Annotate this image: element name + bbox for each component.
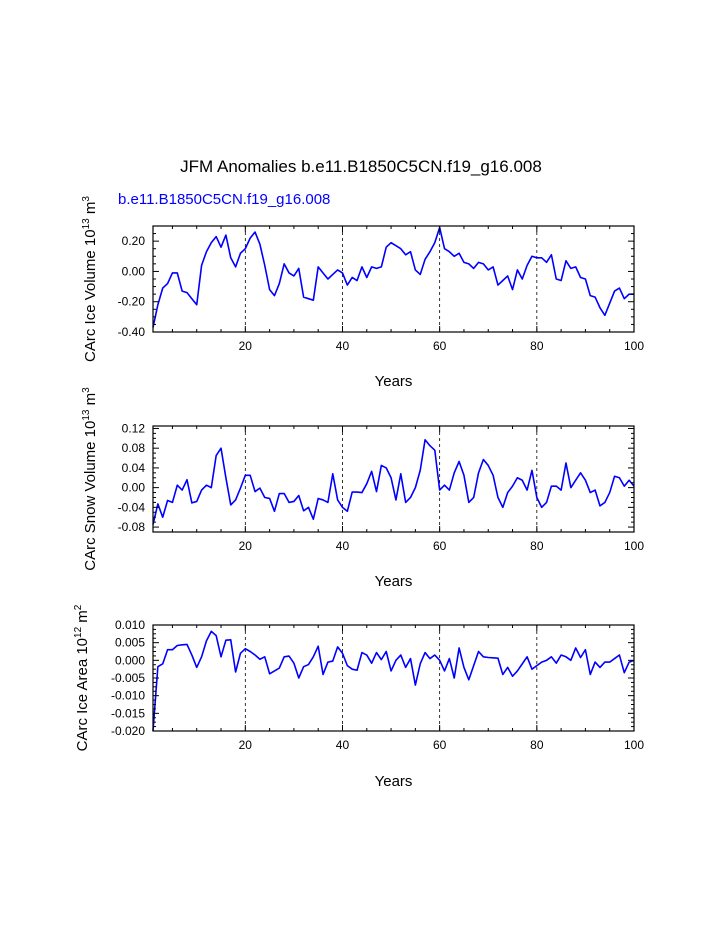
y-axis-label-unit: m (82, 202, 99, 219)
y-tick-label: 0.20 (122, 234, 146, 248)
series-line (152, 438, 635, 525)
x-axis-label: Years (375, 373, 413, 390)
y-tick-label: 0.010 (115, 618, 145, 632)
x-tick-label: 80 (530, 539, 544, 553)
x-tick-label: 20 (239, 339, 253, 353)
y-tick-label: 0.00 (122, 264, 146, 278)
x-tick-label: 80 (530, 738, 544, 752)
figure-title: JFM Anomalies b.e11.B1850C5CN.f19_g16.00… (180, 157, 542, 176)
x-tick-label: 60 (433, 339, 447, 353)
y-tick-label: -0.020 (111, 724, 145, 738)
y-axis-label-text: CArc Ice Area 10 (74, 638, 91, 751)
y-axis-label: CArc Ice Area 1012 m2 (73, 604, 91, 751)
y-tick-label: -0.04 (118, 500, 146, 514)
x-tick-label: 20 (239, 539, 253, 553)
y-axis-label-text: CArc Ice Volume 10 (82, 229, 99, 362)
y-tick-label: -0.005 (111, 671, 145, 685)
x-tick-label: 20 (239, 738, 253, 752)
x-tick-label: 60 (433, 539, 447, 553)
y-tick-label: 0.005 (115, 636, 145, 650)
x-tick-label: 100 (624, 539, 644, 553)
y-tick-label: 0.08 (122, 441, 146, 455)
x-tick-label: 100 (624, 339, 644, 353)
series-line (152, 226, 634, 328)
x-tick-label: 80 (530, 339, 544, 353)
y-tick-label: 0.04 (122, 461, 146, 475)
y-axis-label: CArc Snow Volume 1013 m3 (81, 387, 99, 571)
y-tick-label: 0.00 (122, 481, 146, 495)
y-axis-label-exponent: 13 (81, 218, 92, 230)
y-axis-label-unit: m (82, 393, 99, 410)
figure-subtitle: b.e11.B1850C5CN.f19_g16.008 (118, 191, 330, 208)
series-line (152, 630, 635, 732)
y-tick-label: -0.015 (111, 706, 145, 720)
y-axis-label-unit-exponent: 2 (73, 604, 84, 610)
x-tick-label: 60 (433, 738, 447, 752)
panel-ice-area: 20 40 60 80 100 -0.020 -0.015 -0.010 -0.005 0.000… (73, 604, 644, 790)
y-axis-label-exponent: 13 (81, 409, 92, 421)
y-axis-label-exponent: 12 (73, 626, 84, 638)
y-axis-label-text: CArc Snow Volume 10 (82, 421, 99, 571)
x-tick-label: 40 (336, 738, 350, 752)
y-axis-label-unit: m (74, 610, 91, 627)
x-tick-label: 40 (336, 339, 350, 353)
y-axis-label-unit-exponent: 3 (81, 196, 92, 202)
x-tick-label: 100 (624, 738, 644, 752)
y-tick-label: -0.40 (118, 325, 146, 339)
y-axis-label: CArc Ice Volume 1013 m3 (81, 196, 99, 362)
y-tick-label: 0.12 (122, 421, 146, 435)
y-tick-label: -0.010 (111, 689, 145, 703)
plot-frame (152, 425, 635, 533)
y-tick-label: 0.000 (115, 653, 145, 667)
x-axis-label: Years (375, 573, 413, 590)
x-tick-label: 40 (336, 539, 350, 553)
y-tick-label: -0.20 (118, 295, 146, 309)
panel-snow-volume: 20 40 60 80 100 -0.08 -0.04 0.00 0.04 0.08 0.12 Yea… (81, 387, 644, 590)
y-axis-label-unit-exponent: 3 (81, 387, 92, 393)
panel-ice-volume: 20 40 60 80 100 -0.40 -0.20 0.00 0.20 Years CArc I… (81, 196, 644, 390)
y-tick-label: -0.08 (118, 520, 146, 534)
x-axis-label: Years (375, 773, 413, 790)
